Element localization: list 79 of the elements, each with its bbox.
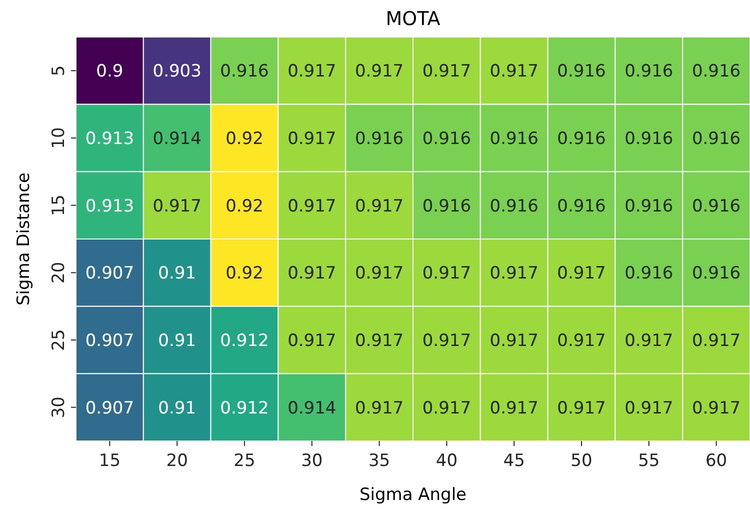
data-label: 0.914 [288, 398, 336, 418]
data-label: 0.917 [490, 330, 538, 351]
data-label: 0.917 [557, 330, 606, 351]
data-label: 0.917 [624, 330, 674, 351]
data-label: 0.917 [692, 398, 741, 418]
data-label: 0.917 [557, 264, 606, 284]
data-label: 0.917 [354, 62, 404, 82]
x-tick-label: 15 [98, 451, 121, 471]
y-tick-label: 25 [49, 329, 69, 351]
data-label: 0.917 [354, 398, 404, 418]
data-label: 0.917 [490, 264, 538, 284]
data-label: 0.916 [557, 196, 606, 216]
data-label: 0.916 [624, 62, 674, 82]
data-label: 0.916 [624, 196, 674, 216]
x-tick-label: 45 [503, 451, 525, 471]
data-label: 0.91 [158, 398, 196, 418]
data-label: 0.917 [354, 330, 404, 351]
x-axis-title: Sigma Angle [359, 485, 467, 505]
data-label: 0.917 [624, 398, 674, 418]
data-label: 0.92 [226, 196, 264, 216]
data-label: 0.9 [96, 62, 124, 82]
data-label: 0.92 [226, 128, 264, 149]
data-label: 0.916 [490, 128, 538, 149]
x-tick-label: 20 [166, 451, 188, 471]
data-label: 0.913 [85, 128, 134, 149]
data-label: 0.916 [490, 196, 538, 216]
data-label: 0.912 [220, 398, 269, 418]
x-tick-label: 50 [570, 451, 592, 471]
data-label: 0.917 [152, 196, 202, 216]
data-label: 0.92 [226, 264, 264, 284]
data-label: 0.917 [288, 330, 336, 351]
data-label: 0.917 [288, 62, 336, 82]
y-tick-label: 30 [49, 396, 69, 418]
data-label: 0.916 [220, 62, 269, 82]
data-label: 0.917 [422, 264, 472, 284]
data-label: 0.916 [422, 128, 472, 149]
data-label: 0.917 [354, 196, 404, 216]
x-tick-label: 60 [705, 451, 728, 471]
data-label: 0.917 [288, 128, 336, 149]
x-tick-label: 55 [638, 451, 660, 471]
data-label: 0.913 [85, 196, 134, 216]
y-tick-label: 15 [49, 194, 69, 216]
y-tick-label: 5 [49, 65, 69, 76]
data-label: 0.917 [692, 330, 741, 351]
data-label: 0.907 [85, 398, 134, 418]
data-label: 0.903 [152, 62, 202, 82]
data-label: 0.914 [152, 128, 202, 149]
data-label: 0.907 [85, 330, 134, 351]
data-label: 0.917 [354, 264, 404, 284]
data-label: 0.917 [288, 196, 336, 216]
data-label: 0.91 [158, 330, 196, 351]
chart-title: MOTA [386, 8, 440, 30]
y-axis-title: Sigma Distance [14, 172, 34, 306]
data-label: 0.916 [557, 62, 606, 82]
data-label: 0.91 [158, 264, 196, 284]
x-tick-label: 25 [234, 451, 256, 471]
data-label: 0.917 [288, 264, 336, 284]
data-label: 0.917 [422, 398, 472, 418]
data-label: 0.917 [422, 62, 472, 82]
data-label: 0.916 [692, 62, 741, 82]
data-label: 0.912 [220, 330, 269, 351]
data-label: 0.916 [422, 196, 472, 216]
data-label: 0.916 [557, 128, 606, 149]
data-label: 0.917 [557, 398, 606, 418]
x-tick-label: 35 [368, 451, 390, 471]
y-tick-label: 10 [49, 127, 69, 149]
data-label: 0.917 [422, 330, 472, 351]
data-label: 0.916 [692, 128, 741, 149]
x-tick-label: 30 [301, 451, 323, 471]
data-label: 0.916 [624, 128, 674, 149]
data-label: 0.907 [85, 264, 134, 284]
y-tick-label: 20 [49, 262, 69, 284]
x-tick-label: 40 [436, 451, 458, 471]
data-label: 0.916 [354, 128, 404, 149]
data-label: 0.917 [490, 398, 538, 418]
data-label: 0.916 [692, 264, 741, 284]
data-label: 0.917 [490, 62, 538, 82]
data-label: 0.916 [624, 264, 674, 284]
data-label: 0.916 [692, 196, 741, 216]
